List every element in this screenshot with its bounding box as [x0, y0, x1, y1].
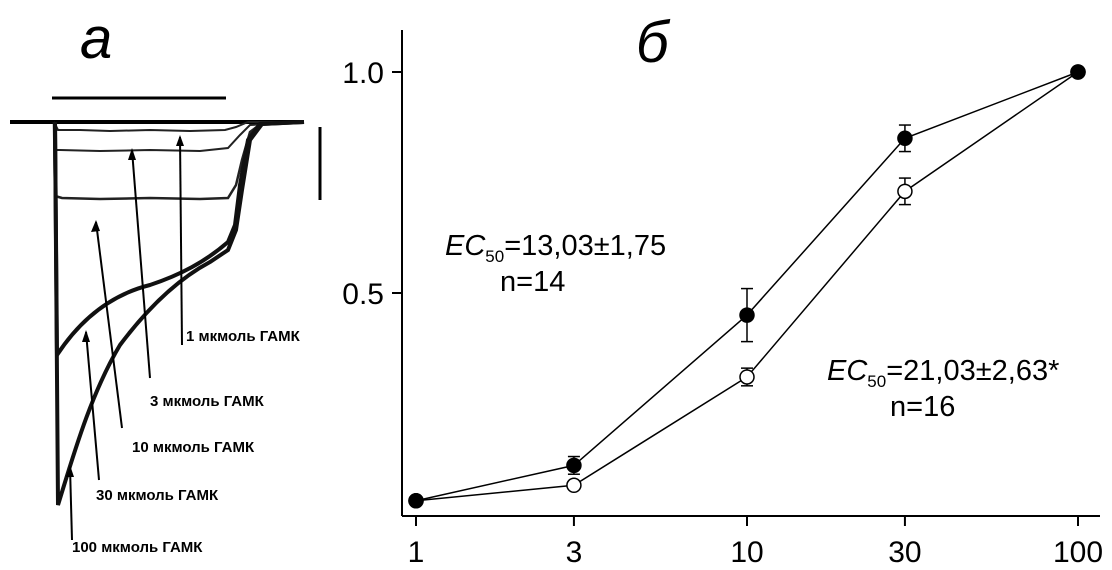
x-tick-label: 3: [566, 536, 583, 569]
trace-label-100: 100 мкмоль ГАМК: [72, 539, 203, 556]
arrow-1: [179, 136, 183, 346]
data-point-open: [897, 183, 913, 200]
ec50-filled-label: EC50=13,03±1,75: [445, 230, 666, 266]
data-point-filled: [739, 307, 755, 323]
x-tick-label: 10: [730, 536, 763, 569]
ec50-open-label: EC50=21,03±2,63*: [827, 355, 1059, 391]
data-point-open: [566, 477, 582, 494]
arrowhead-30: [82, 330, 90, 342]
trace-label-1: 1 мкмоль ГАМК: [186, 328, 301, 345]
trace-label-10: 10 мкмоль ГАМК: [132, 439, 255, 456]
trace-3: [53, 121, 305, 153]
arrowhead-100: [66, 465, 74, 477]
arrowhead-1: [176, 135, 184, 146]
panel-a-letter: а: [80, 6, 112, 71]
y-tick-label: 0.5: [342, 278, 384, 311]
arrowhead-10: [91, 220, 100, 232]
data-point-filled: [1070, 64, 1086, 80]
arrow-10: [95, 221, 123, 429]
trace-label-30: 30 мкмоль ГАМК: [96, 487, 219, 504]
trace-label-3: 3 мкмоль ГАМК: [150, 393, 265, 410]
plot-area: 1 3 10 30 100 0.5 1.0: [342, 30, 1103, 569]
trace-100: [53, 120, 305, 506]
n-open-label: n=16: [890, 391, 955, 423]
trace-10: [52, 120, 305, 201]
x-tick-label: 1: [408, 536, 425, 569]
trace-1: [53, 121, 304, 133]
data-point-open: [739, 369, 755, 385]
arrow-30: [85, 331, 100, 481]
panel-a: а 1 мкмоль ГАМК 3 мкмоль ГАМК 10 мкмоль …: [10, 6, 322, 556]
data-point-filled: [566, 457, 582, 474]
arrowhead-3: [128, 148, 136, 160]
arrow-100: [69, 466, 73, 541]
data-point-filled: [408, 492, 424, 509]
trace-30: [53, 120, 305, 362]
n-filled-label: n=14: [500, 266, 565, 298]
x-tick-label: 30: [888, 536, 921, 569]
x-tick-label: 100: [1053, 536, 1103, 569]
arrow-3: [131, 149, 151, 379]
panel-b: б 1 3 10 30 100 0.5 1.0 EC50=13,03±1,75 n=14 E…: [342, 10, 1103, 569]
y-tick-label: 1.0: [342, 57, 384, 90]
panel-b-letter: б: [636, 10, 671, 75]
data-point-filled: [897, 130, 913, 147]
